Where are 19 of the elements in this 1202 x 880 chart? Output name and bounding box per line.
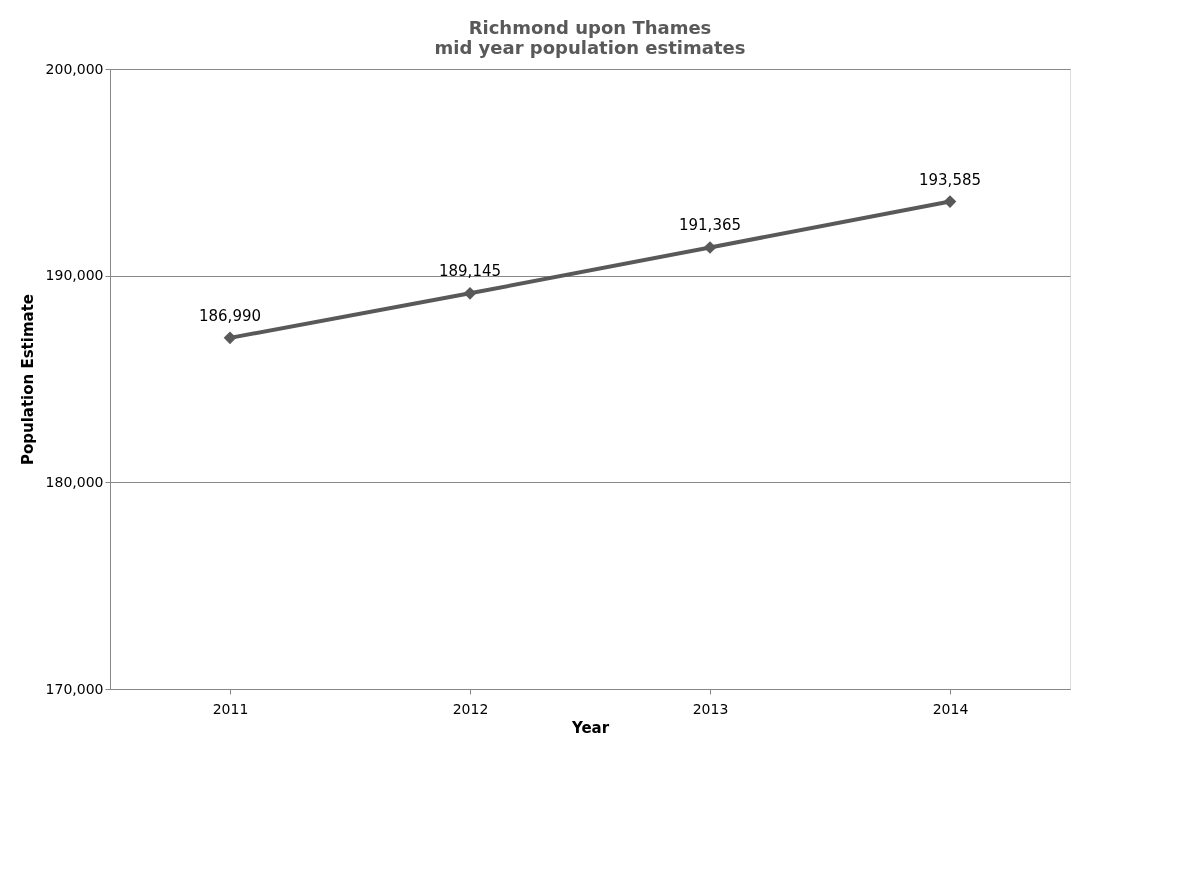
x-tick-label: 2014	[932, 700, 969, 717]
point	[703, 241, 717, 254]
y-tick-label: 200,000	[45, 60, 104, 77]
data-label: 191,365	[678, 216, 742, 235]
x-tick-label: 2013	[692, 700, 729, 717]
x-axis-title: Year	[570, 718, 610, 737]
data-label: 193,585	[918, 170, 982, 189]
data-label: 186,990	[198, 306, 262, 325]
x-tick-label: 2012	[452, 700, 489, 717]
point	[943, 195, 957, 208]
y-tick-label: 190,000	[45, 267, 104, 284]
point	[463, 287, 477, 300]
point	[223, 331, 237, 345]
y-axis-title: Population Estimate	[18, 293, 37, 466]
y-tick-label: 170,000	[45, 680, 104, 697]
y-tick-label: 180,000	[45, 473, 104, 490]
data-label: 189,145	[438, 262, 502, 281]
x-tick-label: 2011	[212, 700, 249, 717]
chart-title: Richmond upon Thames mid year population estimates	[434, 17, 746, 58]
